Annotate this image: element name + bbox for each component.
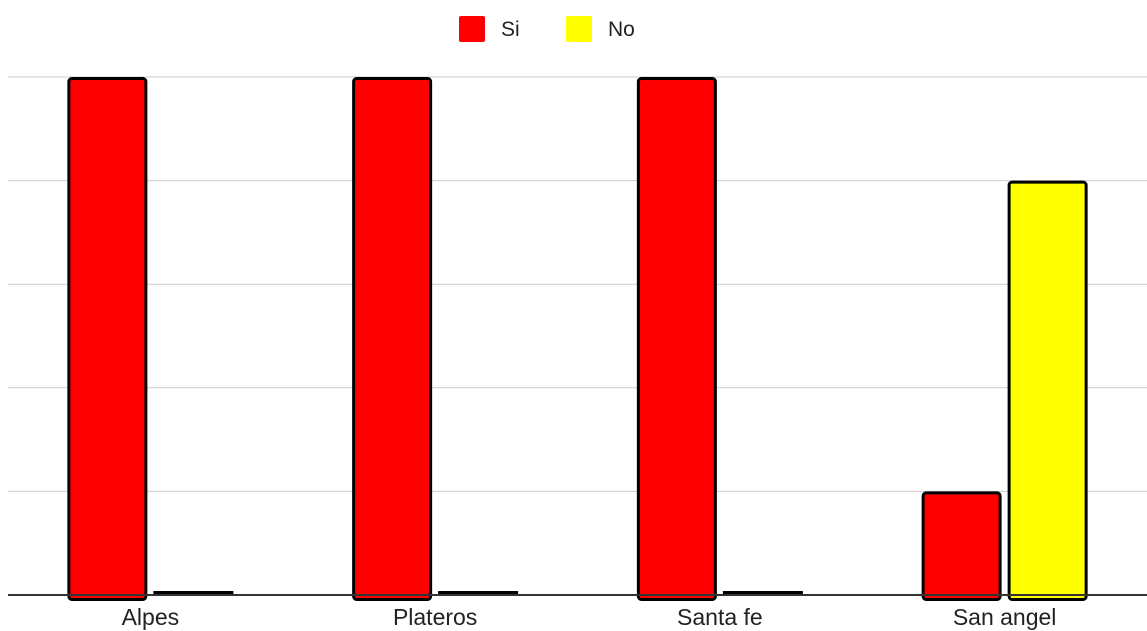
bar-alpes-no	[153, 591, 234, 595]
bar-san-angel-si	[921, 491, 1002, 601]
legend-swatch-no	[566, 16, 592, 42]
legend-label-no: No	[608, 18, 635, 41]
legend-swatch-si	[459, 16, 485, 42]
x-tick-labels: Alpes Plateros Santa fe San angel	[122, 604, 1057, 630]
bar-plateros-no	[438, 591, 519, 595]
x-tick-label: Alpes	[122, 604, 180, 630]
x-tick-label: San angel	[953, 604, 1057, 630]
legend-label-si: Si	[501, 18, 520, 41]
bar-santa-fe-si	[636, 77, 717, 601]
x-tick-label: Plateros	[393, 604, 477, 630]
x-tick-label: Santa fe	[677, 604, 763, 630]
chart-legend: Si No	[459, 16, 635, 42]
bar-alpes-si	[67, 77, 148, 601]
bar-plateros-si	[352, 77, 433, 601]
bar-santa-fe-no	[722, 591, 803, 595]
gridlines	[8, 76, 1147, 492]
bar-san-angel-no	[1007, 180, 1088, 601]
bars	[67, 77, 1088, 601]
